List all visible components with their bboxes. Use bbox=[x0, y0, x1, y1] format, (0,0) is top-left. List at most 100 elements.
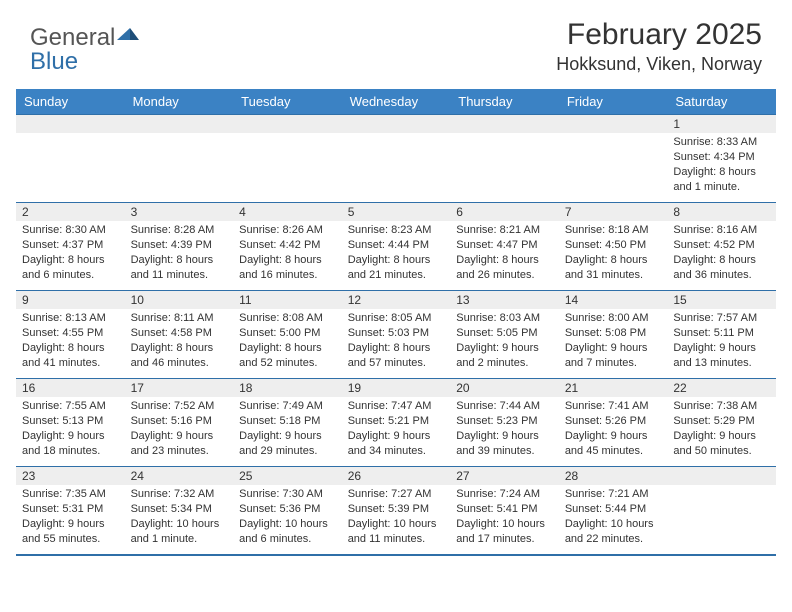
day-cell bbox=[450, 115, 559, 203]
day-cell: 8Sunrise: 8:16 AMSunset: 4:52 PMDaylight… bbox=[667, 203, 776, 291]
calendar-table: Sunday Monday Tuesday Wednesday Thursday… bbox=[16, 89, 776, 556]
day-number bbox=[667, 467, 776, 485]
day-number: 7 bbox=[559, 203, 668, 221]
sunset-text: Sunset: 4:42 PM bbox=[239, 238, 336, 253]
day-number: 18 bbox=[233, 379, 342, 397]
day-cell: 22Sunrise: 7:38 AMSunset: 5:29 PMDayligh… bbox=[667, 379, 776, 467]
day-number: 26 bbox=[342, 467, 451, 485]
day-cell: 27Sunrise: 7:24 AMSunset: 5:41 PMDayligh… bbox=[450, 467, 559, 555]
day-cell: 9Sunrise: 8:13 AMSunset: 4:55 PMDaylight… bbox=[16, 291, 125, 379]
day-content: Sunrise: 8:16 AMSunset: 4:52 PMDaylight:… bbox=[667, 221, 776, 286]
sunset-text: Sunset: 5:44 PM bbox=[565, 502, 662, 517]
day-content: Sunrise: 8:33 AMSunset: 4:34 PMDaylight:… bbox=[667, 133, 776, 198]
day-content bbox=[667, 485, 776, 491]
sunset-text: Sunset: 4:44 PM bbox=[348, 238, 445, 253]
week-row: 1Sunrise: 8:33 AMSunset: 4:34 PMDaylight… bbox=[16, 115, 776, 203]
day-number bbox=[16, 115, 125, 133]
day-number: 23 bbox=[16, 467, 125, 485]
sunset-text: Sunset: 5:16 PM bbox=[131, 414, 228, 429]
dayhead-thu: Thursday bbox=[450, 89, 559, 115]
sunset-text: Sunset: 5:21 PM bbox=[348, 414, 445, 429]
sunrise-text: Sunrise: 7:38 AM bbox=[673, 399, 770, 414]
sunrise-text: Sunrise: 8:28 AM bbox=[131, 223, 228, 238]
day-number bbox=[125, 115, 234, 133]
sunrise-text: Sunrise: 8:16 AM bbox=[673, 223, 770, 238]
day-cell: 2Sunrise: 8:30 AMSunset: 4:37 PMDaylight… bbox=[16, 203, 125, 291]
day-cell: 15Sunrise: 7:57 AMSunset: 5:11 PMDayligh… bbox=[667, 291, 776, 379]
sunrise-text: Sunrise: 8:05 AM bbox=[348, 311, 445, 326]
sunset-text: Sunset: 5:36 PM bbox=[239, 502, 336, 517]
daylight-text: Daylight: 9 hours and 39 minutes. bbox=[456, 429, 553, 459]
week-row: 23Sunrise: 7:35 AMSunset: 5:31 PMDayligh… bbox=[16, 467, 776, 555]
day-content: Sunrise: 8:26 AMSunset: 4:42 PMDaylight:… bbox=[233, 221, 342, 286]
sunrise-text: Sunrise: 7:47 AM bbox=[348, 399, 445, 414]
day-cell: 20Sunrise: 7:44 AMSunset: 5:23 PMDayligh… bbox=[450, 379, 559, 467]
sunrise-text: Sunrise: 8:26 AM bbox=[239, 223, 336, 238]
daylight-text: Daylight: 8 hours and 1 minute. bbox=[673, 165, 770, 195]
daylight-text: Daylight: 8 hours and 31 minutes. bbox=[565, 253, 662, 283]
daylight-text: Daylight: 9 hours and 23 minutes. bbox=[131, 429, 228, 459]
sunset-text: Sunset: 4:39 PM bbox=[131, 238, 228, 253]
sunset-text: Sunset: 5:05 PM bbox=[456, 326, 553, 341]
sunset-text: Sunset: 5:08 PM bbox=[565, 326, 662, 341]
day-cell: 25Sunrise: 7:30 AMSunset: 5:36 PMDayligh… bbox=[233, 467, 342, 555]
sunrise-text: Sunrise: 7:21 AM bbox=[565, 487, 662, 502]
day-number: 17 bbox=[125, 379, 234, 397]
day-content bbox=[16, 133, 125, 139]
sunset-text: Sunset: 5:31 PM bbox=[22, 502, 119, 517]
day-content: Sunrise: 8:03 AMSunset: 5:05 PMDaylight:… bbox=[450, 309, 559, 374]
header: General February 2025 Hokksund, Viken, N… bbox=[0, 0, 792, 83]
sunset-text: Sunset: 5:11 PM bbox=[673, 326, 770, 341]
day-number: 19 bbox=[342, 379, 451, 397]
day-cell: 28Sunrise: 7:21 AMSunset: 5:44 PMDayligh… bbox=[559, 467, 668, 555]
day-number bbox=[450, 115, 559, 133]
sunset-text: Sunset: 5:13 PM bbox=[22, 414, 119, 429]
daylight-text: Daylight: 8 hours and 6 minutes. bbox=[22, 253, 119, 283]
day-cell: 14Sunrise: 8:00 AMSunset: 5:08 PMDayligh… bbox=[559, 291, 668, 379]
sunrise-text: Sunrise: 7:44 AM bbox=[456, 399, 553, 414]
day-content bbox=[559, 133, 668, 139]
sunset-text: Sunset: 4:50 PM bbox=[565, 238, 662, 253]
daylight-text: Daylight: 10 hours and 1 minute. bbox=[131, 517, 228, 547]
sunset-text: Sunset: 4:47 PM bbox=[456, 238, 553, 253]
daylight-text: Daylight: 9 hours and 13 minutes. bbox=[673, 341, 770, 371]
daylight-text: Daylight: 8 hours and 16 minutes. bbox=[239, 253, 336, 283]
day-content bbox=[450, 133, 559, 139]
day-number: 16 bbox=[16, 379, 125, 397]
day-content: Sunrise: 7:55 AMSunset: 5:13 PMDaylight:… bbox=[16, 397, 125, 462]
day-content: Sunrise: 7:24 AMSunset: 5:41 PMDaylight:… bbox=[450, 485, 559, 550]
location: Hokksund, Viken, Norway bbox=[556, 54, 762, 75]
day-number: 20 bbox=[450, 379, 559, 397]
day-number: 21 bbox=[559, 379, 668, 397]
day-cell: 18Sunrise: 7:49 AMSunset: 5:18 PMDayligh… bbox=[233, 379, 342, 467]
day-number: 11 bbox=[233, 291, 342, 309]
day-number: 12 bbox=[342, 291, 451, 309]
sunset-text: Sunset: 4:55 PM bbox=[22, 326, 119, 341]
daylight-text: Daylight: 9 hours and 18 minutes. bbox=[22, 429, 119, 459]
sunrise-text: Sunrise: 8:21 AM bbox=[456, 223, 553, 238]
daylight-text: Daylight: 8 hours and 36 minutes. bbox=[673, 253, 770, 283]
day-content: Sunrise: 8:21 AMSunset: 4:47 PMDaylight:… bbox=[450, 221, 559, 286]
day-number: 25 bbox=[233, 467, 342, 485]
day-content: Sunrise: 8:00 AMSunset: 5:08 PMDaylight:… bbox=[559, 309, 668, 374]
day-content: Sunrise: 8:13 AMSunset: 4:55 PMDaylight:… bbox=[16, 309, 125, 374]
daylight-text: Daylight: 9 hours and 55 minutes. bbox=[22, 517, 119, 547]
day-number: 1 bbox=[667, 115, 776, 133]
day-content: Sunrise: 7:30 AMSunset: 5:36 PMDaylight:… bbox=[233, 485, 342, 550]
sunrise-text: Sunrise: 8:08 AM bbox=[239, 311, 336, 326]
day-cell: 4Sunrise: 8:26 AMSunset: 4:42 PMDaylight… bbox=[233, 203, 342, 291]
logo-mark-icon bbox=[117, 23, 139, 48]
sunrise-text: Sunrise: 7:32 AM bbox=[131, 487, 228, 502]
daylight-text: Daylight: 10 hours and 6 minutes. bbox=[239, 517, 336, 547]
day-content: Sunrise: 7:47 AMSunset: 5:21 PMDaylight:… bbox=[342, 397, 451, 462]
day-header-row: Sunday Monday Tuesday Wednesday Thursday… bbox=[16, 89, 776, 115]
day-cell: 3Sunrise: 8:28 AMSunset: 4:39 PMDaylight… bbox=[125, 203, 234, 291]
day-cell bbox=[233, 115, 342, 203]
sunrise-text: Sunrise: 8:03 AM bbox=[456, 311, 553, 326]
day-cell: 7Sunrise: 8:18 AMSunset: 4:50 PMDaylight… bbox=[559, 203, 668, 291]
sunrise-text: Sunrise: 8:33 AM bbox=[673, 135, 770, 150]
day-number: 5 bbox=[342, 203, 451, 221]
day-content: Sunrise: 7:21 AMSunset: 5:44 PMDaylight:… bbox=[559, 485, 668, 550]
dayhead-sun: Sunday bbox=[16, 89, 125, 115]
day-content bbox=[342, 133, 451, 139]
